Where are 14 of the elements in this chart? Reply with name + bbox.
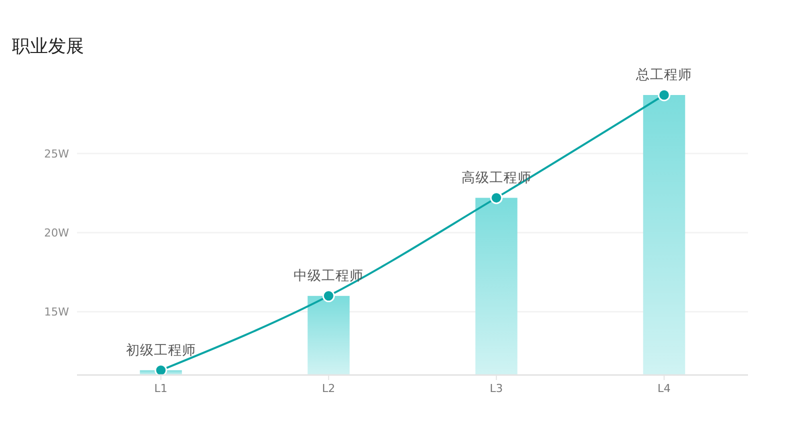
y-tick-label: 15W: [44, 306, 70, 319]
annotation: 中级工程师: [294, 268, 364, 284]
x-tick-label: L3: [490, 382, 503, 395]
annotation: 总工程师: [635, 67, 692, 83]
x-tick-label: L1: [154, 382, 168, 395]
point: [658, 88, 670, 102]
point: [490, 192, 503, 204]
chart-title: 职业发展: [12, 36, 84, 57]
y-tick-label: 20W: [44, 226, 70, 240]
x-tick-label: L2: [322, 382, 336, 395]
point: [322, 290, 335, 302]
annotation: 初级工程师: [126, 342, 196, 358]
y-tick-label: 25W: [44, 147, 70, 160]
x-tick-label: L4: [658, 382, 671, 395]
